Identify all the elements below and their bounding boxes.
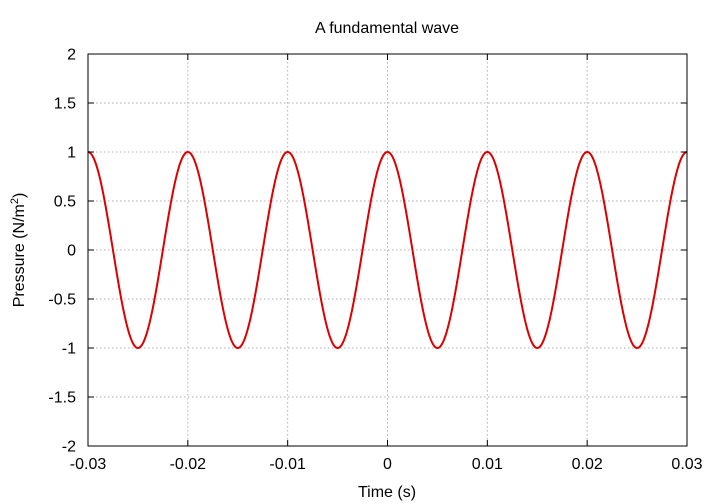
y-tick-label: -1.5 xyxy=(48,390,76,407)
y-tick-label: -1 xyxy=(62,341,76,358)
plot-area xyxy=(87,151,688,349)
y-axis-label-close: ) xyxy=(11,193,28,198)
y-tick-label: 1 xyxy=(67,145,76,162)
x-tick-label: 0.02 xyxy=(572,456,603,473)
x-tick-label: 0 xyxy=(383,456,392,473)
y-axis-label-base: Pressure (N/m xyxy=(11,204,28,307)
series-line xyxy=(87,151,688,349)
axis-ticks: -0.03 -0.02 -0.01 0 0.01 0.02 0.03 -2 -1.5 -1 -0.5… xyxy=(48,47,702,474)
chart-title: A fundamental wave xyxy=(315,20,459,37)
y-tick-label: 0 xyxy=(67,243,76,260)
x-tick-label: 0.03 xyxy=(671,456,702,473)
y-tick-label: -0.5 xyxy=(48,292,76,309)
x-tick-label: -0.02 xyxy=(170,456,207,473)
y-axis-label: Pressure (N/m2) xyxy=(9,193,28,308)
x-tick-label: 0.01 xyxy=(472,456,503,473)
y-tick-label: -2 xyxy=(62,439,76,456)
x-tick-label: -0.03 xyxy=(70,456,107,473)
x-axis-label: Time (s) xyxy=(358,484,416,501)
grid xyxy=(88,54,687,446)
y-tick-label: 1.5 xyxy=(54,96,76,113)
y-tick-label: 2 xyxy=(67,47,76,64)
y-tick-label: 0.5 xyxy=(54,194,76,211)
y-axis-label-sup: 2 xyxy=(9,198,21,204)
x-tick-label: -0.01 xyxy=(269,456,306,473)
